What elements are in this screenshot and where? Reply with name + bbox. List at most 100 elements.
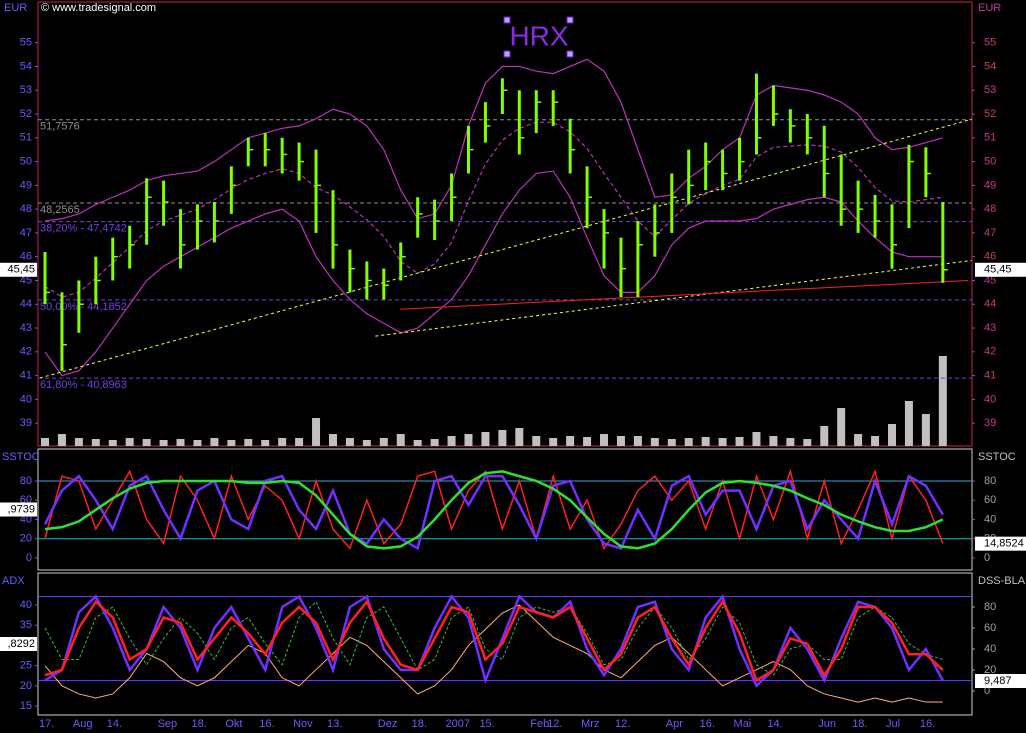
volume-bar xyxy=(650,438,659,446)
volume-bar xyxy=(583,437,592,446)
volume-bar xyxy=(210,438,219,446)
panel-frame xyxy=(37,448,973,571)
y2-tick-label: 41 xyxy=(984,370,996,382)
y2-tick-label: 51 xyxy=(984,132,996,144)
volume-bar xyxy=(464,434,473,446)
badge xyxy=(0,637,37,651)
level-label: 38,20% - 47,4742 xyxy=(40,223,127,235)
band-line xyxy=(44,121,943,298)
y2-axis-label: DSS-BLAU xyxy=(978,575,1026,587)
x-tick-label: Dez xyxy=(378,718,398,730)
volume-bar xyxy=(667,439,676,446)
x-tick-label: Sep xyxy=(158,718,178,730)
x-tick-label: 12. xyxy=(615,718,630,730)
y2-tick-label: 80 xyxy=(984,475,996,487)
volume-bar xyxy=(362,440,371,446)
y-tick-label: 44 xyxy=(20,298,32,310)
volume-bar xyxy=(193,440,202,446)
y-tick-label: 40 xyxy=(20,599,32,611)
x-tick-label: 16. xyxy=(259,718,274,730)
volume-bar xyxy=(413,440,422,446)
x-tick-label: Okt xyxy=(225,718,242,730)
y2-tick-label: 40 xyxy=(984,393,996,405)
volume-bar xyxy=(854,434,863,446)
volume-bar xyxy=(278,438,287,446)
badge-label: ,8292 xyxy=(7,638,35,650)
y-tick-label: 50 xyxy=(20,155,32,167)
volume-bar xyxy=(41,438,49,446)
volume-bar xyxy=(532,436,541,446)
last-price-badge xyxy=(975,262,1026,277)
y-tick-label: 35 xyxy=(20,619,32,631)
volume-bar xyxy=(888,424,896,446)
badge-label: ,9739 xyxy=(7,503,35,515)
volume-bar xyxy=(786,438,795,446)
y-tick-label: 43 xyxy=(20,322,32,334)
y-tick-label: 0 xyxy=(26,552,32,564)
x-tick-label: 15. xyxy=(479,718,494,730)
volume-bar xyxy=(600,434,609,446)
x-tick-label: 13. xyxy=(327,718,342,730)
volume-bar xyxy=(803,439,812,446)
x-tick-label: 12. xyxy=(547,718,562,730)
y-tick-label: 42 xyxy=(20,346,32,358)
volume-bar xyxy=(91,439,100,446)
y-axis-label: EUR xyxy=(4,2,27,14)
volume-bar xyxy=(616,436,625,446)
volume-bar xyxy=(566,436,575,446)
volume-bar xyxy=(312,418,321,446)
badge xyxy=(975,536,1026,551)
volume-bar xyxy=(379,438,388,446)
y2-tick-label: 60 xyxy=(984,622,996,634)
level-label: 48,2565 xyxy=(40,204,80,216)
volume-bar xyxy=(921,414,930,446)
y-tick-label: 46 xyxy=(20,251,32,263)
volume-bar xyxy=(447,436,456,446)
y-tick-label: 40 xyxy=(20,393,32,405)
volume-bar xyxy=(396,434,405,446)
badge xyxy=(975,674,1026,689)
y-tick-label: 51 xyxy=(20,132,32,144)
volume-bar xyxy=(837,408,846,446)
volume-bar xyxy=(481,432,490,446)
badge-label: 9,487 xyxy=(984,675,1012,687)
x-tick-label: 18. xyxy=(191,718,206,730)
volume-bar xyxy=(108,440,117,446)
y2-tick-label: 42 xyxy=(984,346,996,358)
indicator-line xyxy=(44,604,943,703)
x-tick-label: 18. xyxy=(852,718,867,730)
level-label: 50,00% - 44,1852 xyxy=(40,301,127,313)
last-price-label: 45,45 xyxy=(7,264,35,276)
volume-bar xyxy=(57,434,66,446)
x-tick-label: 16. xyxy=(700,718,715,730)
y-tick-label: 15 xyxy=(20,700,32,712)
x-tick-label: Mai xyxy=(734,718,752,730)
volume-bar xyxy=(328,434,337,446)
level-label: 51,7576 xyxy=(40,121,80,133)
y-tick-label: 53 xyxy=(20,84,32,96)
volume-bar xyxy=(227,440,236,446)
y2-tick-label: 45 xyxy=(984,274,996,286)
y2-tick-label: 80 xyxy=(984,601,996,613)
badge-label: 14,8524 xyxy=(984,538,1024,550)
y2-tick-label: 44 xyxy=(984,298,996,310)
y2-tick-label: 40 xyxy=(984,513,996,525)
y2-tick-label: 20 xyxy=(984,664,996,676)
y-tick-label: 20 xyxy=(20,533,32,545)
y2-tick-label: 40 xyxy=(984,643,996,655)
y-tick-label: 20 xyxy=(20,680,32,692)
volume-bar xyxy=(684,438,693,446)
volume-bar xyxy=(159,440,168,446)
y-tick-label: 55 xyxy=(20,37,32,49)
volume-bar xyxy=(125,438,134,446)
volume-bar xyxy=(176,439,185,446)
y-axis-label: SSTOC xyxy=(2,451,40,463)
indicator-line xyxy=(43,474,944,551)
y2-tick-label: 55 xyxy=(984,37,996,49)
y-tick-label: 52 xyxy=(20,108,32,120)
y2-tick-label: 50 xyxy=(984,155,996,167)
x-tick-label: 17. xyxy=(39,718,54,730)
y-tick-label: 45 xyxy=(20,274,32,286)
y2-tick-label: 0 xyxy=(984,552,990,564)
